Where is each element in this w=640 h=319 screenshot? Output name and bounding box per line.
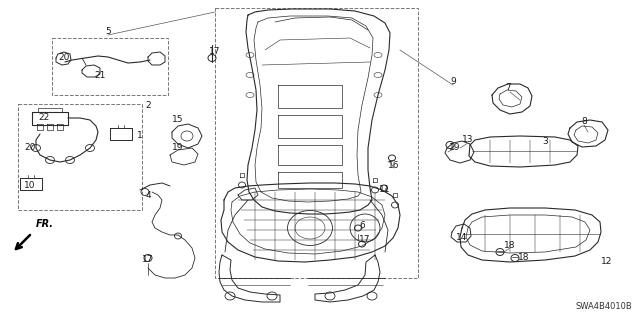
Text: 13: 13 xyxy=(462,136,474,145)
Text: 10: 10 xyxy=(24,181,36,189)
Text: 2: 2 xyxy=(145,100,151,109)
Text: 7: 7 xyxy=(505,84,511,93)
Text: 15: 15 xyxy=(172,115,184,124)
Text: 4: 4 xyxy=(145,191,151,201)
Text: 6: 6 xyxy=(359,220,365,229)
Text: 8: 8 xyxy=(581,117,587,127)
Bar xyxy=(215,8,418,278)
Text: 3: 3 xyxy=(542,137,548,146)
Text: 17: 17 xyxy=(359,235,371,244)
Text: 17: 17 xyxy=(209,48,221,56)
Text: 16: 16 xyxy=(388,161,400,170)
Text: 21: 21 xyxy=(94,70,106,79)
Text: 20: 20 xyxy=(24,144,36,152)
Text: SWA4B4010B: SWA4B4010B xyxy=(575,302,632,311)
Bar xyxy=(52,38,168,95)
Text: 14: 14 xyxy=(456,234,468,242)
Text: 18: 18 xyxy=(504,241,516,249)
Text: 1: 1 xyxy=(137,130,143,139)
Text: FR.: FR. xyxy=(36,219,54,229)
Text: 17: 17 xyxy=(142,256,154,264)
Text: 18: 18 xyxy=(518,254,530,263)
Text: 11: 11 xyxy=(380,186,391,195)
Text: 20: 20 xyxy=(58,54,70,63)
Text: 12: 12 xyxy=(602,257,612,266)
Text: 22: 22 xyxy=(38,114,50,122)
Bar xyxy=(18,104,142,210)
Text: 19: 19 xyxy=(449,144,461,152)
Text: 9: 9 xyxy=(450,78,456,86)
Text: 5: 5 xyxy=(105,27,111,36)
Text: 19: 19 xyxy=(172,144,184,152)
